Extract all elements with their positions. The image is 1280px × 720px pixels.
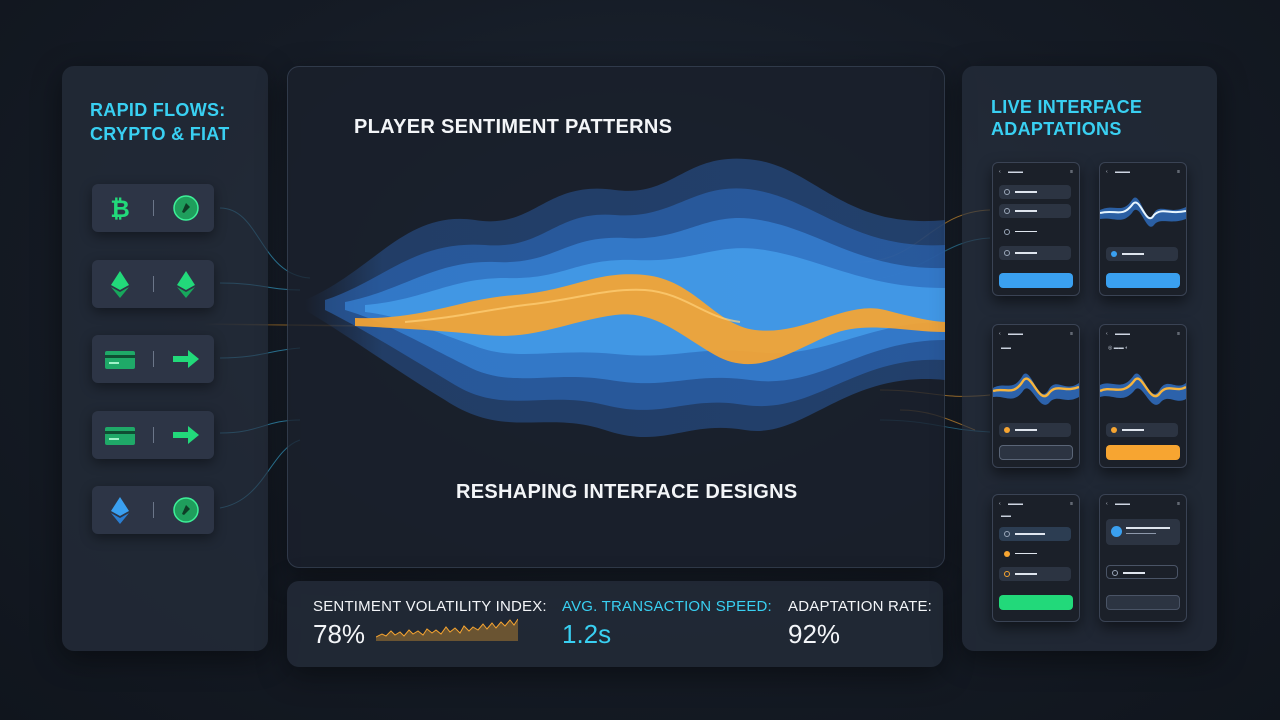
form-field[interactable] bbox=[999, 567, 1071, 581]
form-field[interactable] bbox=[999, 185, 1071, 199]
form-field[interactable] bbox=[999, 423, 1071, 437]
tether-coin-icon bbox=[173, 497, 199, 523]
form-field[interactable] bbox=[1106, 565, 1178, 579]
phone-header-text: ▬▬▬ bbox=[1115, 331, 1130, 337]
ethereum-icon bbox=[111, 497, 129, 524]
adaptations-title: LIVE INTERFACE ADAPTATIONS bbox=[991, 96, 1142, 140]
form-field[interactable] bbox=[999, 225, 1071, 239]
credit-card-icon bbox=[105, 427, 135, 445]
stat-speed-label: AVG. TRANSACTION SPEED: bbox=[562, 598, 772, 615]
phone-mockup-wave-3[interactable]: ‹ ▬▬▬ ≡ ◎ ▬▬ ◐ bbox=[1099, 324, 1187, 468]
form-field[interactable] bbox=[999, 204, 1071, 218]
stat-adaptation-value: 92% bbox=[788, 619, 841, 649]
phone-primary-button[interactable] bbox=[999, 273, 1073, 288]
arrow-right-icon bbox=[173, 426, 199, 444]
sentiment-title: PLAYER SENTIMENT PATTERNS bbox=[354, 116, 673, 138]
phone-sub-header: ◎ ▬▬ ◐ bbox=[1108, 345, 1129, 351]
payment-row-bitcoin[interactable]: ₿ bbox=[92, 184, 214, 232]
payment-flows-title: RAPID FLOWS: CRYPTO & FIAT bbox=[90, 98, 230, 146]
profile-card[interactable] bbox=[1106, 519, 1180, 545]
phone-wave-chart bbox=[1100, 373, 1186, 405]
phone-wave-chart bbox=[1100, 197, 1186, 227]
menu-icon[interactable]: ≡ bbox=[1177, 331, 1180, 337]
back-icon[interactable]: ‹ bbox=[999, 501, 1001, 507]
credit-card-icon bbox=[105, 351, 135, 369]
form-field[interactable] bbox=[1106, 423, 1178, 437]
stat-adaptation-label: ADAPTATION RATE: bbox=[788, 598, 933, 615]
phone-primary-button[interactable] bbox=[1106, 445, 1180, 460]
tether-coin-icon bbox=[173, 195, 199, 221]
svg-text:₿: ₿ bbox=[110, 195, 130, 223]
back-icon[interactable]: ‹ bbox=[1106, 331, 1108, 337]
phone-sub-header: ▬▬ bbox=[1001, 513, 1011, 519]
phone-mockup-wave-1[interactable]: ‹ ▬▬▬ ≡ bbox=[1099, 162, 1187, 296]
stat-speed-value: 1.2s bbox=[562, 619, 612, 649]
phone-primary-button[interactable] bbox=[999, 595, 1073, 610]
avatar bbox=[1111, 526, 1122, 537]
phone-secondary-button[interactable] bbox=[1106, 595, 1180, 610]
phone-mockup-wave-2[interactable]: ‹ ▬▬▬ ≡ ▬▬ bbox=[992, 324, 1080, 468]
stats-panel bbox=[287, 581, 943, 667]
phone-sub-header: ▬▬ bbox=[1001, 345, 1011, 351]
back-icon[interactable]: ‹ bbox=[999, 331, 1001, 337]
volatility-sparkline bbox=[376, 618, 518, 641]
back-icon[interactable]: ‹ bbox=[1106, 169, 1108, 175]
phone-header: ‹ ▬▬▬ ≡ bbox=[999, 169, 1073, 177]
row-divider bbox=[153, 427, 154, 443]
bitcoin-icon: ₿ bbox=[110, 195, 130, 223]
phone-mockup-profile[interactable]: ‹ ▬▬▬ ≡ bbox=[1099, 494, 1187, 622]
payment-flows-title-line1: RAPID FLOWS: bbox=[90, 100, 226, 120]
ethereum-icon bbox=[177, 271, 195, 298]
sentiment-subtitle: RESHAPING INTERFACE DESIGNS bbox=[456, 481, 798, 503]
phone-header-text: ▬▬▬ bbox=[1008, 501, 1023, 507]
form-field[interactable] bbox=[1106, 247, 1178, 261]
phone-header: ‹ ▬▬▬ ≡ bbox=[1106, 501, 1180, 509]
phone-header-text: ▬▬▬ bbox=[1008, 331, 1023, 337]
adaptations-title-line1: LIVE INTERFACE bbox=[991, 97, 1143, 117]
stat-volatility-value: 78% bbox=[313, 619, 366, 649]
row-divider bbox=[153, 351, 154, 367]
phone-header: ‹ ▬▬▬ ≡ bbox=[999, 331, 1073, 339]
ethereum-icon bbox=[111, 271, 129, 298]
phone-mockup-form-1[interactable]: ‹ ▬▬▬ ≡ bbox=[992, 162, 1080, 296]
phone-secondary-button[interactable] bbox=[999, 445, 1073, 460]
row-divider bbox=[153, 276, 154, 292]
menu-icon[interactable]: ≡ bbox=[1070, 501, 1073, 507]
phone-primary-button[interactable] bbox=[1106, 273, 1180, 288]
payment-row-card-1[interactable] bbox=[92, 335, 214, 383]
phone-wave-chart bbox=[993, 373, 1079, 405]
phone-header-text: ▬▬▬ bbox=[1008, 169, 1023, 175]
menu-icon[interactable]: ≡ bbox=[1177, 169, 1180, 175]
form-field[interactable] bbox=[999, 547, 1071, 561]
payment-row-ethereum[interactable] bbox=[92, 260, 214, 308]
payment-row-eth-coin[interactable] bbox=[92, 486, 214, 534]
arrow-right-icon bbox=[173, 350, 199, 368]
phone-header: ‹ ▬▬▬ ≡ bbox=[999, 501, 1073, 509]
sentiment-wave-visual bbox=[305, 158, 945, 438]
payment-flows-title-line2: CRYPTO & FIAT bbox=[90, 124, 230, 144]
phone-header: ‹ ▬▬▬ ≡ bbox=[1106, 331, 1180, 339]
payment-row-card-2[interactable] bbox=[92, 411, 214, 459]
menu-icon[interactable]: ≡ bbox=[1177, 501, 1180, 507]
stat-volatility-label: SENTIMENT VOLATILITY INDEX: bbox=[313, 598, 547, 615]
form-field[interactable] bbox=[999, 246, 1071, 260]
form-field[interactable] bbox=[999, 527, 1071, 541]
adaptations-title-line2: ADAPTATIONS bbox=[991, 119, 1122, 139]
back-icon[interactable]: ‹ bbox=[1106, 501, 1108, 507]
phone-header: ‹ ▬▬▬ ≡ bbox=[1106, 169, 1180, 177]
phone-header-text: ▬▬▬ bbox=[1115, 169, 1130, 175]
row-divider bbox=[153, 200, 154, 216]
back-icon[interactable]: ‹ bbox=[999, 169, 1001, 175]
menu-icon[interactable]: ≡ bbox=[1070, 331, 1073, 337]
phone-mockup-form-2[interactable]: ‹ ▬▬▬ ≡ ▬▬ bbox=[992, 494, 1080, 622]
row-divider bbox=[153, 502, 154, 518]
phone-header-text: ▬▬▬ bbox=[1115, 501, 1130, 507]
menu-icon[interactable]: ≡ bbox=[1070, 169, 1073, 175]
